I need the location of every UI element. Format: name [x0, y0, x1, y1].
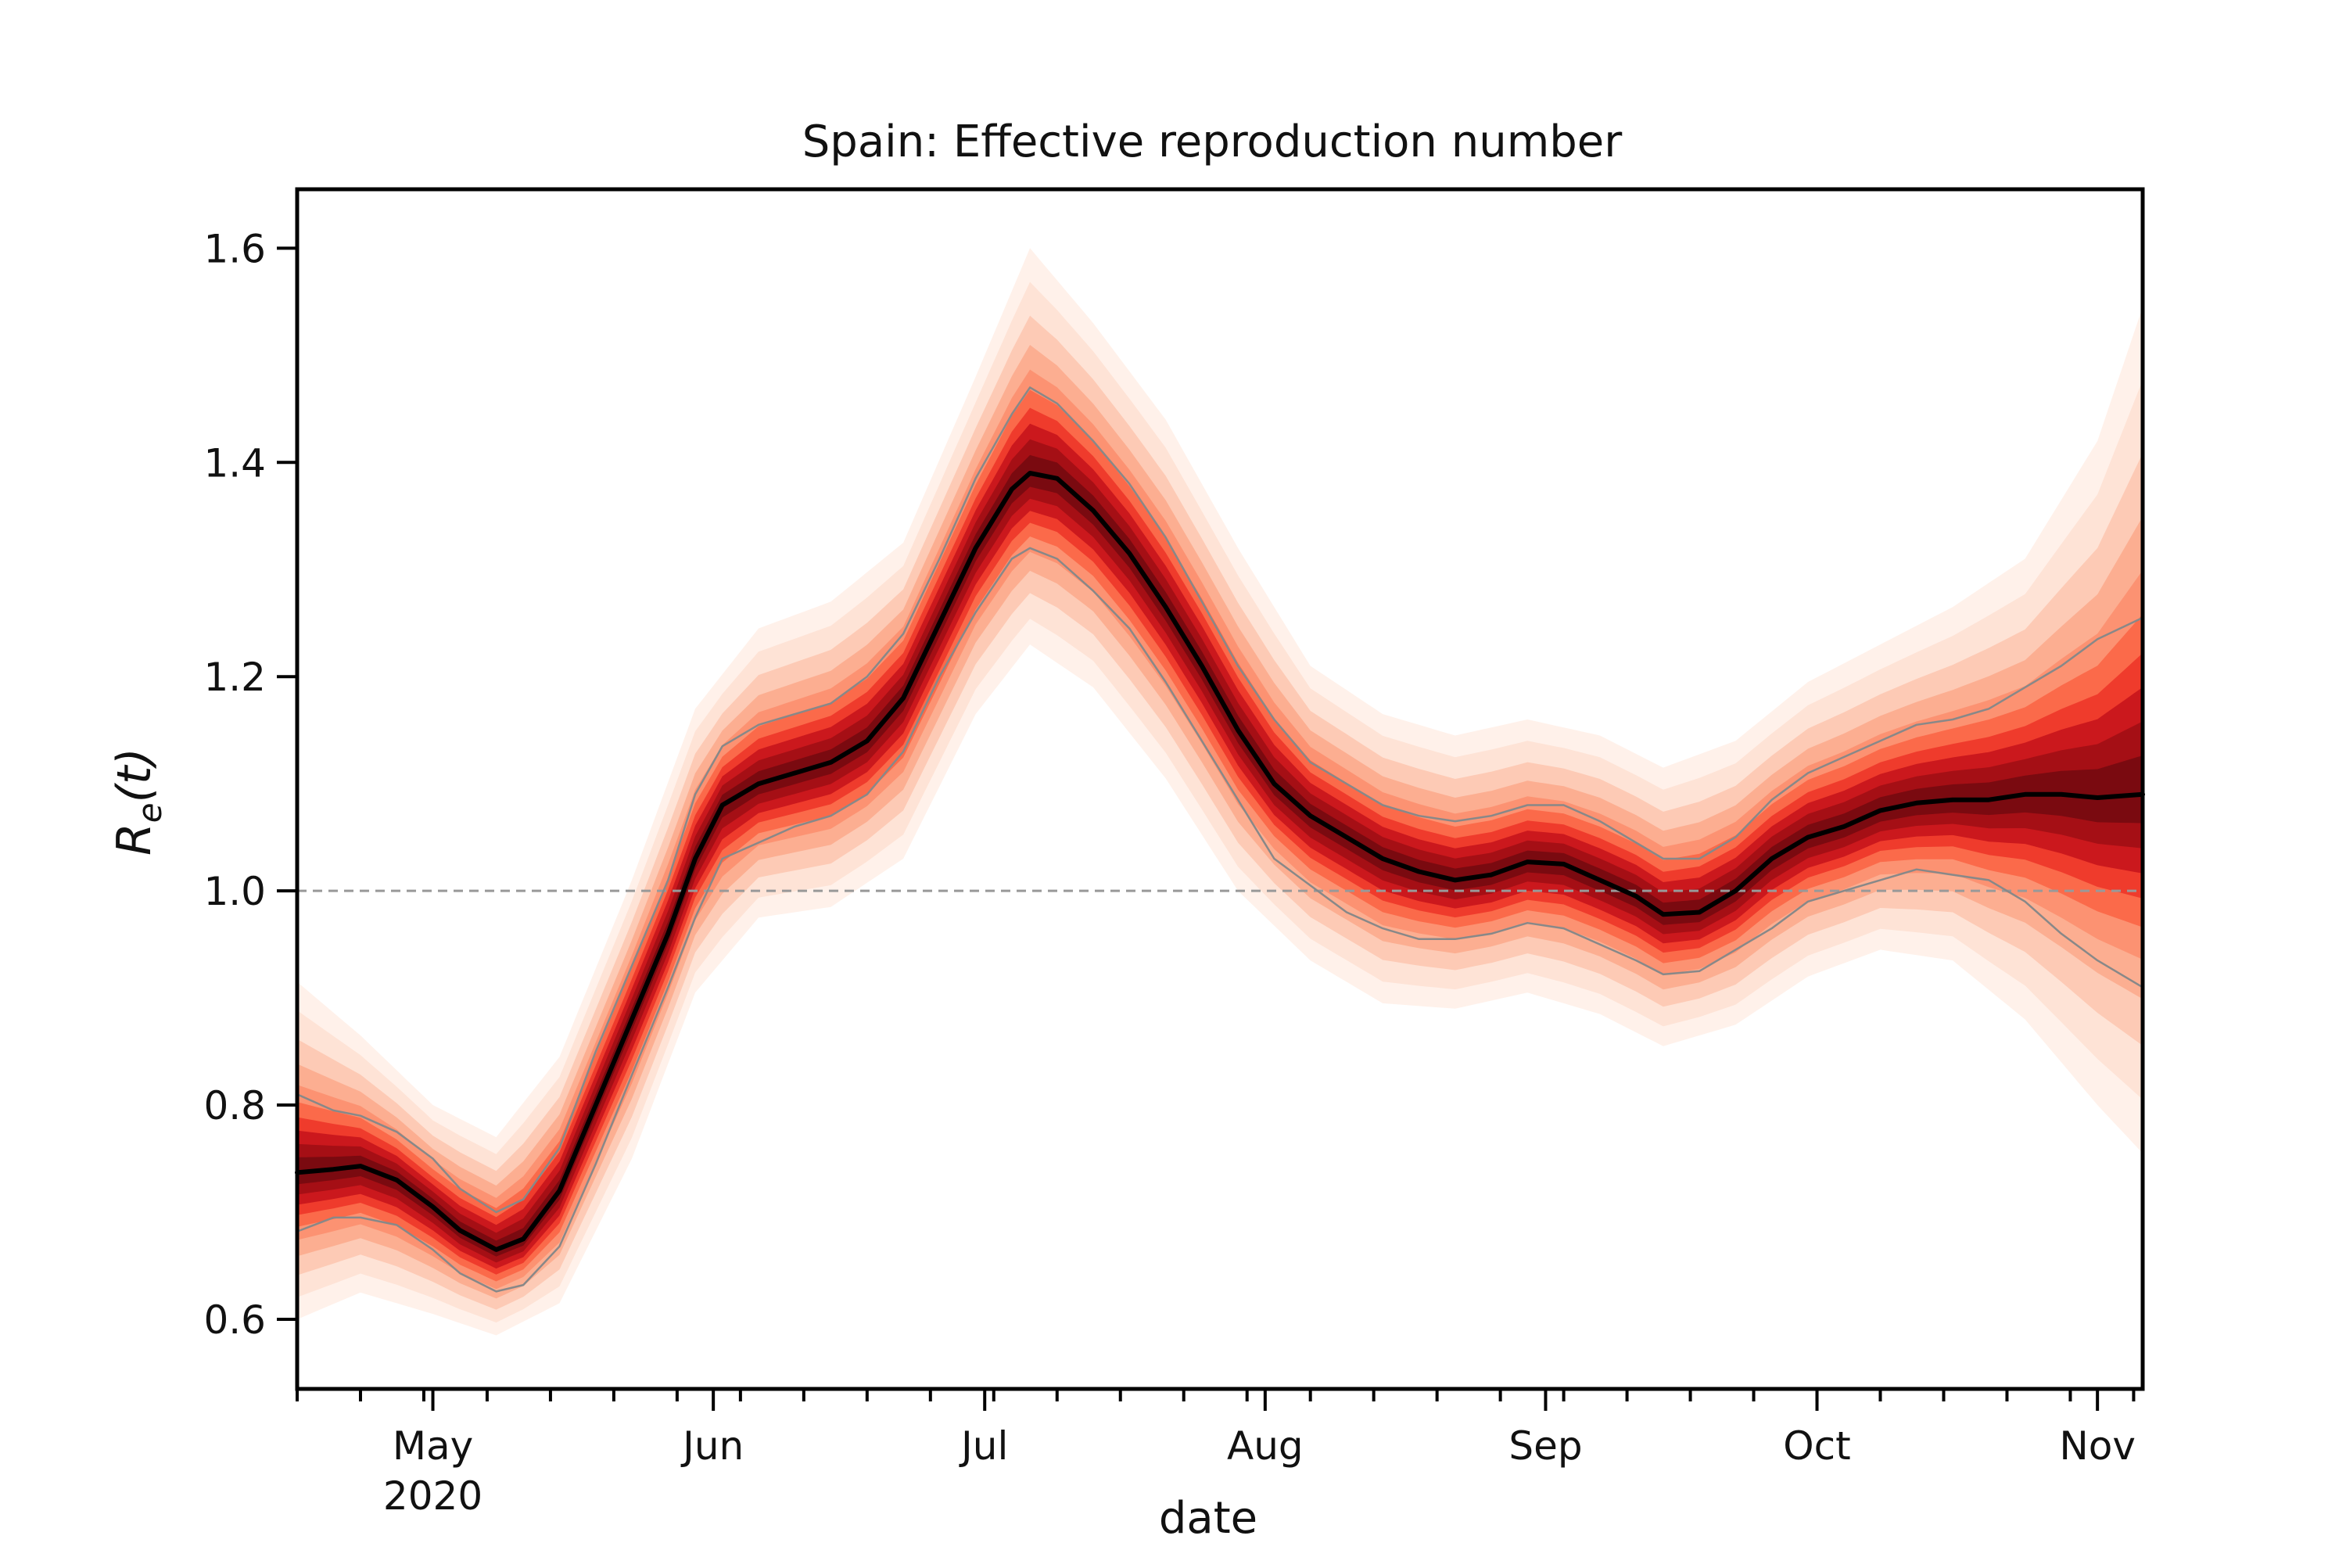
x-tick-sublabel: 2020	[383, 1473, 482, 1519]
density-band-3	[297, 315, 2143, 1310]
y-axis-label: Re(t)	[107, 748, 169, 856]
x-tick-label: Nov	[2059, 1423, 2136, 1469]
y-axis-label-args: (t)	[107, 748, 162, 802]
svg-text:Re(t): Re(t)	[107, 748, 169, 856]
median-line	[295, 471, 2145, 1252]
y-axis-label-main: R	[107, 823, 162, 856]
x-tick-label: Sep	[1508, 1423, 1582, 1469]
y-axis-label-subscript: e	[131, 802, 169, 823]
y-tick-label: 0.8	[203, 1083, 266, 1128]
y-tick-label: 1.6	[203, 226, 266, 271]
axes-frame	[295, 187, 2145, 1391]
density-bands	[297, 248, 2143, 1336]
x-tick-label: May	[393, 1423, 473, 1469]
x-axis-label: date	[1159, 1493, 1257, 1544]
y-tick-label: 0.6	[203, 1297, 266, 1343]
x-tick-label: Aug	[1227, 1423, 1304, 1469]
x-tick-label: Oct	[1783, 1423, 1850, 1469]
y-tick-label: 1.2	[203, 655, 266, 700]
chart-title: Spain: Effective reproduction number	[802, 117, 1623, 167]
x-tick-label: Jun	[680, 1423, 744, 1469]
y-tick-label: 1.4	[203, 440, 266, 486]
interval-upper-line	[296, 386, 2144, 1214]
y-tick-label: 1.0	[203, 869, 266, 914]
x-tick-label: Jul	[959, 1423, 1008, 1469]
interval-lower-line	[296, 547, 2144, 1293]
plot-area	[295, 248, 2145, 1336]
